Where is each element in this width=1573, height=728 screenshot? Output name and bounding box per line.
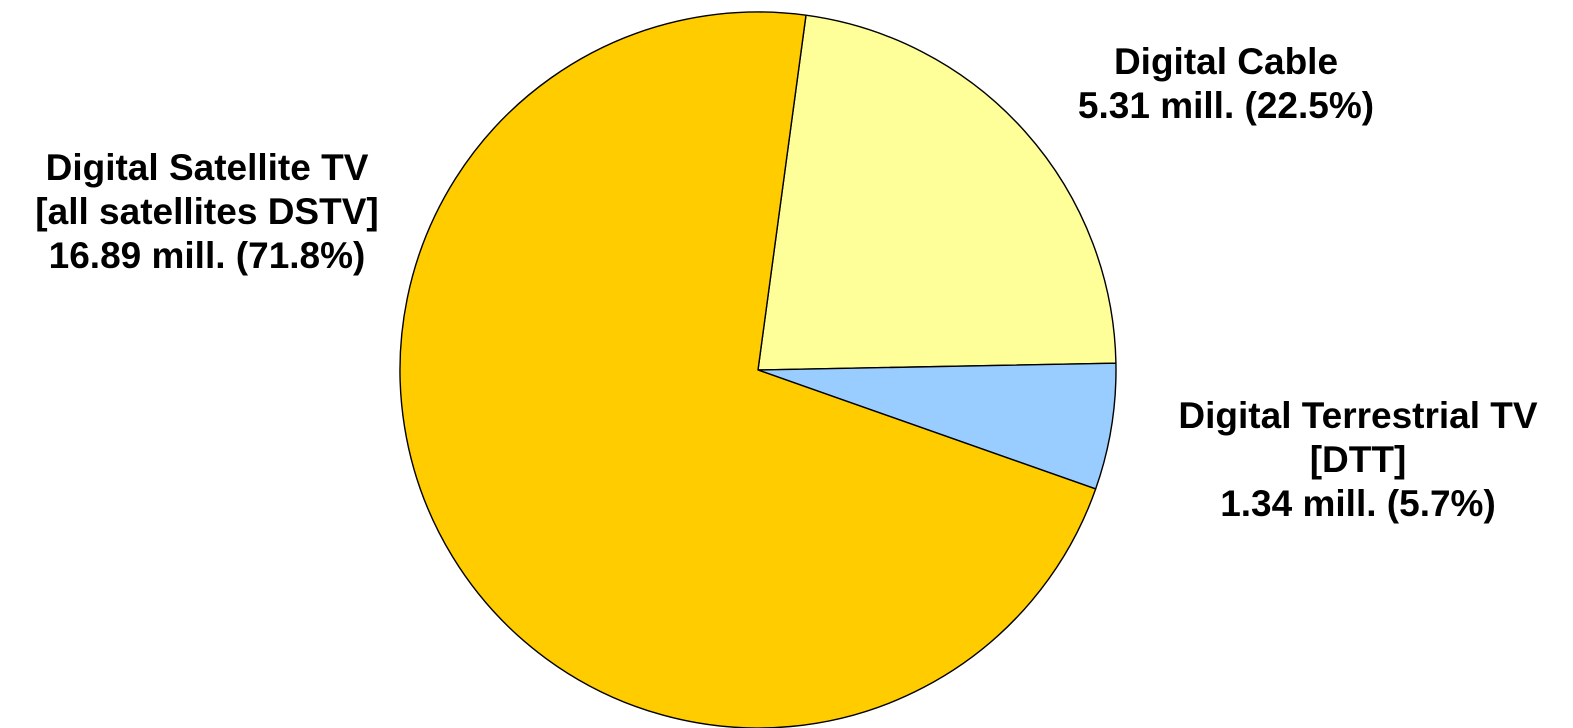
slice-label-digital-cable: Digital Cable 5.31 mill. (22.5%) (1078, 40, 1374, 128)
slice-label-digital-cable-line-1: Digital Cable (1113, 41, 1339, 82)
slice-label-digital-satellite-tv-line-2: [all satellites DSTV] (35, 191, 379, 232)
slice-label-digital-satellite-tv-line-1: Digital Satellite TV (45, 147, 369, 188)
pie-slice-digital-terrestrial-tv (757, 362, 1117, 490)
pie-slice-digital-cable (757, 14, 1117, 371)
slice-label-digital-cable-line-2: 5.31 mill. (22.5%) (1077, 85, 1375, 126)
slice-label-digital-terrestrial-tv-line-2: [DTT] (1309, 439, 1407, 480)
pie-slices (399, 11, 1117, 728)
slice-label-digital-terrestrial-tv: Digital Terrestrial TV [DTT] 1.34 mill. … (1178, 394, 1537, 526)
slice-label-digital-terrestrial-tv-line-1: Digital Terrestrial TV (1178, 395, 1538, 436)
slice-label-digital-satellite-tv-line-3: 16.89 mill. (71.8%) (48, 235, 366, 276)
slice-label-digital-terrestrial-tv-line-3: 1.34 mill. (5.7%) (1220, 483, 1496, 524)
slice-label-digital-satellite-tv: Digital Satellite TV [all satellites DST… (35, 146, 378, 278)
pie-slice-digital-satellite-tv (399, 11, 1097, 728)
